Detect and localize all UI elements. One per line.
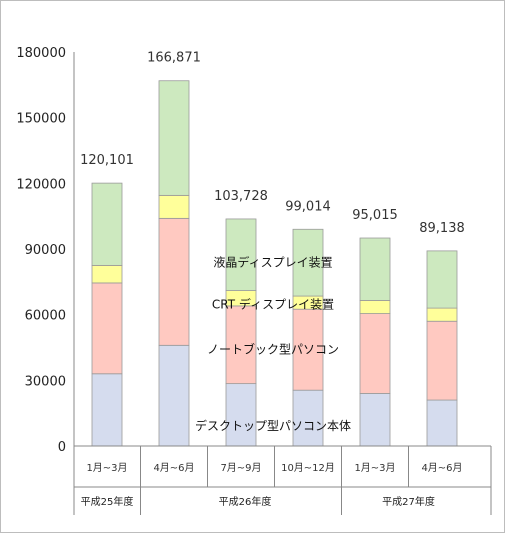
x-tick-label: 1月~3月 — [86, 462, 127, 474]
period-label: 平成26年度 — [219, 495, 272, 508]
bar-segment-3 — [359, 300, 391, 314]
bar-segment-2 — [91, 282, 123, 375]
series-label: デスクトップ型パソコン本体 — [195, 418, 351, 433]
y-tick-label: 30000 — [25, 374, 66, 389]
bar-segment-1 — [91, 373, 123, 447]
x-tick-label: 7月~9月 — [220, 462, 261, 474]
series-label: ノートブック型パソコン — [207, 342, 339, 357]
y-tick-label: 180000 — [16, 46, 66, 61]
bar-segment-2 — [225, 305, 257, 385]
y-tick-label: 150000 — [16, 112, 66, 127]
bar-segment-3 — [158, 194, 190, 219]
y-tick-label: 0 — [58, 440, 66, 455]
bar-segment-4 — [359, 237, 391, 301]
total-label: 120,101 — [80, 153, 134, 168]
total-label: 89,138 — [419, 221, 465, 236]
y-tick-label: 120000 — [16, 177, 66, 192]
period-label: 平成27年度 — [382, 495, 435, 508]
bar-segment-2 — [426, 320, 458, 401]
series-label: 液晶ディスプレイ装置 — [213, 255, 332, 270]
bar-segment-1 — [225, 383, 257, 447]
x-tick-label: 1月~3月 — [354, 462, 395, 474]
bar-segment-3 — [426, 307, 458, 322]
bar-segment-4 — [292, 228, 324, 297]
series-label: CRT ディスプレイ装置 — [212, 297, 334, 312]
bar-segment-4 — [91, 182, 123, 266]
total-label: 95,015 — [352, 208, 398, 223]
total-label: 99,014 — [285, 199, 331, 214]
bar-segment-2 — [158, 217, 190, 346]
y-tick-label: 60000 — [25, 309, 66, 324]
x-tick-label: 4月~6月 — [153, 462, 194, 474]
y-tick-label: 90000 — [25, 243, 66, 258]
bar-segment-1 — [158, 344, 190, 447]
bar-segment-4 — [225, 218, 257, 291]
period-label: 平成25年度 — [81, 495, 134, 508]
x-tick-label: 10月~12月 — [281, 462, 335, 474]
bar-segment-2 — [359, 313, 391, 394]
bar-segment-4 — [426, 250, 458, 309]
bar-segment-3 — [91, 265, 123, 284]
bar-segment-4 — [158, 80, 190, 196]
bar-segment-1 — [292, 389, 324, 447]
x-tick-label: 4月~6月 — [421, 462, 462, 474]
bar-segment-1 — [426, 399, 458, 447]
bar-segment-1 — [359, 393, 391, 447]
total-label: 103,728 — [214, 189, 268, 204]
total-label: 166,871 — [147, 51, 201, 66]
